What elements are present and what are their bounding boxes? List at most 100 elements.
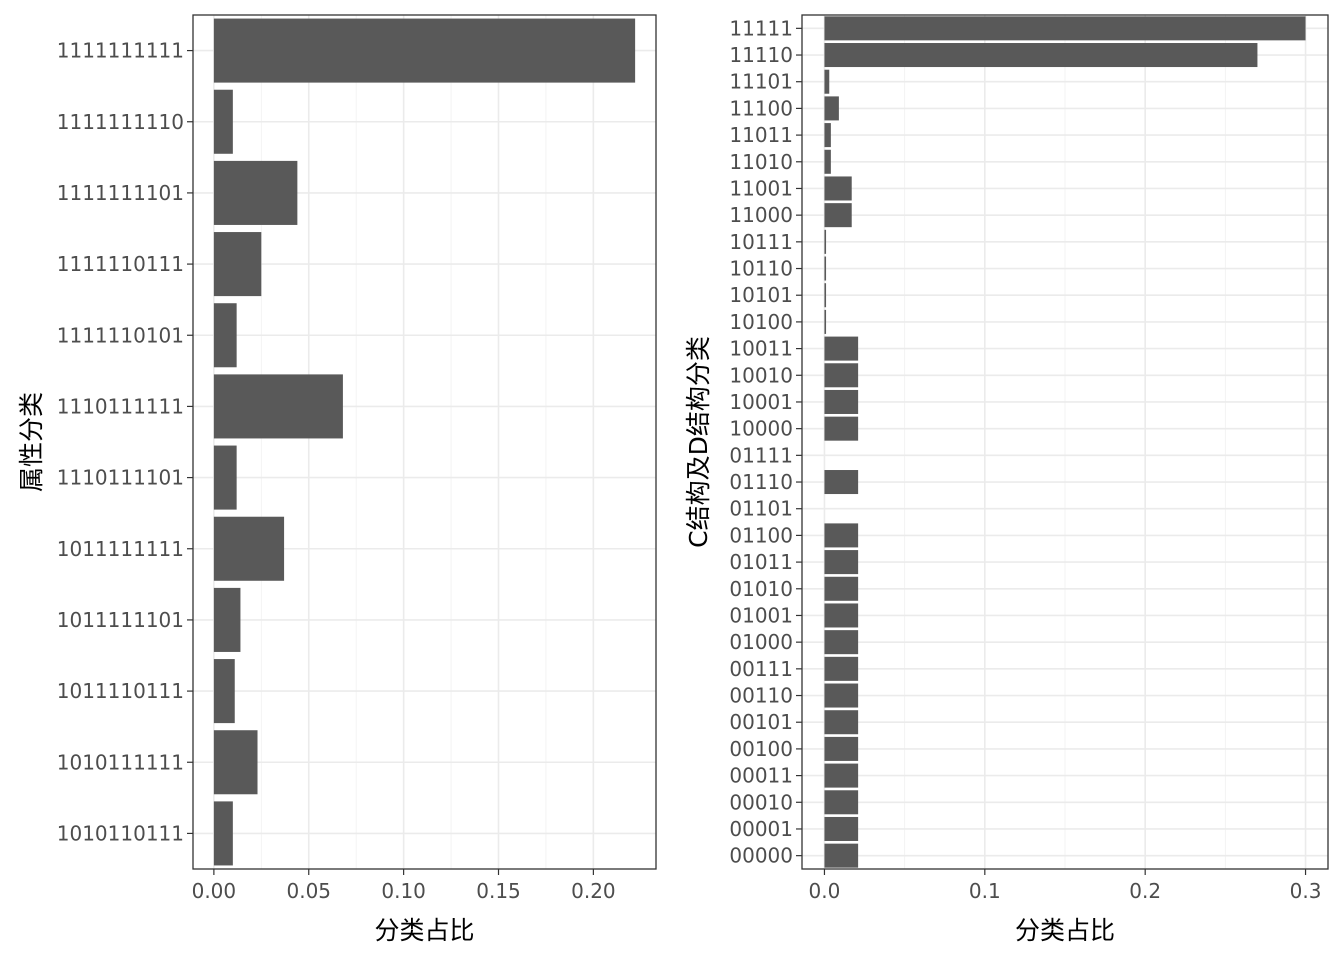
right-y-axis-title: C结构及D结构分类 (684, 336, 713, 548)
right-y-tick-label: 01001 (729, 603, 793, 627)
right-bar-10001 (824, 389, 859, 414)
left-y-tick-label: 1011111101 (57, 608, 184, 632)
right-y-tick-label: 00100 (729, 737, 793, 761)
right-x-tick-label: 0.1 (969, 879, 1001, 903)
left-x-tick-label: 0.15 (476, 879, 521, 903)
left-y-tick-label: 1010110111 (57, 821, 184, 845)
right-y-tick-label: 01010 (729, 577, 793, 601)
right-y-tick-label: 01100 (729, 523, 793, 547)
right-bar-11110 (824, 43, 1258, 68)
right-x-tick-label: 0.3 (1290, 879, 1322, 903)
left-y-tick-label: 1111110101 (57, 323, 184, 347)
right-bar-11111 (824, 16, 1306, 41)
right-bar-10010 (824, 363, 859, 388)
right-bar-01100 (824, 523, 859, 548)
right-bar-10100 (824, 309, 827, 334)
right-bar-01011 (824, 550, 859, 575)
left-y-tick-label: 1011111111 (57, 537, 184, 561)
right-y-tick-label: 01110 (729, 470, 793, 494)
right-bar-10111 (824, 229, 827, 254)
left-y-tick-label: 1111110111 (57, 252, 184, 276)
right-bar-00111 (824, 656, 859, 681)
right-y-tick-label: 11010 (729, 150, 793, 174)
right-y-tick-label: 10110 (729, 257, 793, 281)
right-y-tick-label: 00001 (729, 817, 793, 841)
right-y-tick-label: 00000 (729, 844, 793, 868)
left-x-tick-label: 0.05 (286, 879, 331, 903)
right-bar-00110 (824, 683, 859, 708)
right-panel-border (801, 14, 1329, 870)
left-bar-1011110111 (213, 659, 235, 724)
right-bar-00000 (824, 843, 859, 868)
right-bar-00100 (824, 736, 859, 761)
right-y-tick-label: 11111 (729, 16, 793, 40)
left-panel-border (192, 14, 657, 870)
right-y-tick-label: 01101 (729, 497, 793, 521)
right-bar-01000 (824, 630, 859, 655)
right-bar-01001 (824, 603, 859, 628)
left-bar-1111111111 (213, 18, 636, 83)
right-y-tick-label: 00011 (729, 764, 793, 788)
right-y-tick-label: 10101 (729, 283, 793, 307)
left-bar-1111110101 (213, 303, 237, 368)
right-bar-11001 (824, 176, 852, 201)
left-x-tick-label: 0.10 (381, 879, 426, 903)
right-y-tick-label: 01111 (729, 443, 793, 467)
right-y-tick-label: 10011 (729, 337, 793, 361)
right-y-tick-label: 11011 (729, 123, 793, 147)
right-x-axis-title: 分类占比 (1015, 916, 1115, 945)
right-x-tick-label: 0.2 (1129, 879, 1161, 903)
left-y-axis-title: 属性分类 (17, 392, 46, 492)
right-y-tick-label: 10001 (729, 390, 793, 414)
right-bar-00101 (824, 710, 859, 735)
right-bar-11100 (824, 96, 839, 121)
right-y-tick-label: 11110 (729, 43, 793, 67)
left-y-tick-label: 1111111101 (57, 181, 184, 205)
left-y-tick-label: 1110111111 (57, 394, 184, 418)
left-x-axis-title: 分类占比 (374, 916, 474, 945)
left-y-tick-label: 1111111111 (57, 39, 184, 63)
left-bar-1011111111 (213, 516, 285, 581)
left-x-tick-label: 0.00 (192, 879, 237, 903)
left-bar-1110111101 (213, 445, 237, 510)
right-bar-11011 (824, 123, 831, 148)
left-chart-panel: 0.00 0.05 0.10 0.15 0.20 1111111111 1111111110… (17, 14, 657, 945)
left-bar-1010111111 (213, 730, 258, 795)
left-y-tick-label: 1011110111 (57, 679, 184, 703)
left-bar-1110111111 (213, 374, 343, 439)
right-bar-11101 (824, 69, 830, 94)
left-bar-1010110111 (213, 801, 233, 866)
right-y-tick-label: 10111 (729, 230, 793, 254)
right-x-tick-label: 0.0 (809, 879, 841, 903)
right-y-tick-label: 00010 (729, 790, 793, 814)
right-bar-01010 (824, 576, 859, 601)
right-y-tick-label: 01000 (729, 630, 793, 654)
right-y-tick-label: 11101 (729, 70, 793, 94)
left-bar-1111111101 (213, 160, 298, 225)
left-y-tick-label: 1010111111 (57, 750, 184, 774)
right-bar-11000 (824, 203, 852, 228)
right-bar-00010 (824, 790, 859, 815)
right-y-tick-label: 10010 (729, 363, 793, 387)
right-y-tick-label: 00101 (729, 710, 793, 734)
right-y-tick-label: 11000 (729, 203, 793, 227)
right-y-tick-label: 00111 (729, 657, 793, 681)
right-y-tick-label: 11001 (729, 176, 793, 200)
left-bar-1111111110 (213, 89, 233, 154)
right-bar-10000 (824, 416, 859, 441)
left-bar-1011111101 (213, 587, 241, 652)
left-x-tick-label: 0.20 (571, 879, 616, 903)
right-y-tick-label: 10100 (729, 310, 793, 334)
left-y-tick-label: 1110111101 (57, 466, 184, 490)
right-bar-11010 (824, 149, 831, 174)
right-bar-10011 (824, 336, 859, 361)
right-y-tick-label: 11100 (729, 96, 793, 120)
right-y-tick-label: 01011 (729, 550, 793, 574)
right-y-tick-label: 10000 (729, 417, 793, 441)
right-bar-01110 (824, 470, 859, 495)
right-bar-10101 (824, 283, 827, 308)
left-y-tick-label: 1111111110 (57, 110, 184, 134)
